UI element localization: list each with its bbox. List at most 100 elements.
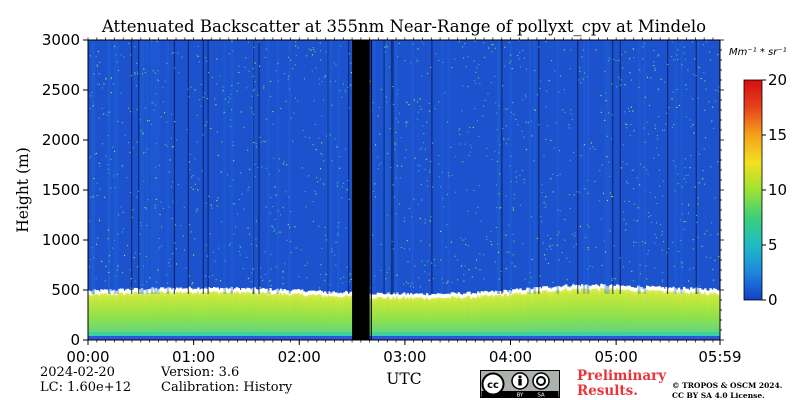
- noise-point: [228, 96, 230, 98]
- noise-point: [114, 186, 117, 189]
- layer-top-edge: [223, 288, 226, 293]
- aerosol-column: [545, 287, 549, 340]
- layer-top-edge: [466, 291, 469, 296]
- layer-top-edge: [457, 292, 461, 297]
- noise-point: [247, 189, 249, 191]
- layer-top-edge: [492, 292, 496, 297]
- noise-point: [544, 254, 546, 256]
- layer-top-edge: [190, 288, 193, 293]
- noise-point: [348, 53, 350, 55]
- noise-point: [560, 75, 562, 77]
- noise-point: [263, 85, 265, 87]
- layer-top-edge: [172, 287, 175, 292]
- layer-top-edge: [168, 287, 172, 292]
- noise-point: [170, 186, 172, 188]
- layer-top-edge: [348, 292, 351, 297]
- noise-point: [232, 203, 234, 205]
- noise-point: [438, 176, 440, 178]
- aerosol-column: [292, 290, 295, 340]
- noise-point: [545, 41, 547, 43]
- noise-point: [419, 165, 421, 167]
- layer-top-edge: [121, 288, 124, 293]
- noise-point: [171, 146, 174, 148]
- layer-top-edge: [301, 289, 304, 294]
- noise-point: [477, 77, 479, 79]
- noise-point: [655, 68, 657, 71]
- noise-point: [482, 115, 484, 117]
- noise-point: [96, 65, 99, 68]
- noise-point: [254, 176, 256, 178]
- layer-top-edge: [506, 292, 510, 297]
- profile-stripe: [207, 40, 209, 294]
- colorbar-unit: Mm⁻¹ * sr⁻¹: [729, 47, 787, 58]
- noise-point: [392, 103, 395, 105]
- noise-point: [233, 233, 235, 235]
- noise-point: [522, 169, 524, 171]
- noise-point: [277, 210, 279, 212]
- noise-point: [238, 65, 240, 67]
- noise-point: [459, 143, 461, 145]
- aerosol-column: [123, 291, 126, 340]
- noise-point: [662, 281, 664, 283]
- layer-top-edge: [501, 292, 505, 297]
- copyright-line-1: © TROPOS & OSCM 2024.: [672, 381, 783, 390]
- noise-point: [343, 182, 345, 184]
- noise-point: [90, 95, 92, 97]
- noise-point: [690, 154, 692, 156]
- layer-top-edge: [561, 286, 564, 291]
- noise-point: [635, 241, 637, 243]
- noise-point: [523, 136, 525, 138]
- layer-top-edge: [378, 292, 381, 297]
- profile-stripe: [150, 40, 154, 294]
- noise-point: [715, 89, 717, 91]
- noise-point: [694, 186, 696, 188]
- noise-point: [569, 261, 571, 263]
- layer-top-edge: [718, 290, 720, 295]
- aerosol-column: [283, 290, 286, 340]
- aerosol-column: [165, 289, 168, 340]
- noise-point: [630, 79, 633, 81]
- noise-point: [479, 269, 481, 271]
- noise-point: [105, 155, 107, 157]
- aerosol-column: [605, 287, 608, 340]
- noise-point: [440, 230, 442, 232]
- noise-point: [315, 67, 317, 69]
- noise-point: [109, 255, 111, 257]
- noise-point: [259, 286, 261, 289]
- noise-point: [645, 265, 647, 267]
- noise-point: [498, 193, 500, 195]
- noise-point: [430, 216, 432, 218]
- profile-stripe: [667, 40, 669, 294]
- aerosol-column: [492, 293, 496, 340]
- layer-top-edge: [605, 286, 608, 291]
- noise-point: [569, 207, 571, 210]
- noise-point: [391, 241, 393, 243]
- profile-stripe: [388, 40, 392, 294]
- noise-point: [554, 70, 556, 72]
- noise-point: [475, 71, 477, 73]
- noise-speckles: [88, 40, 720, 290]
- noise-point: [156, 40, 158, 42]
- layer-top-edge: [135, 288, 138, 293]
- aerosol-column: [661, 288, 665, 340]
- noise-point: [713, 279, 715, 281]
- profile-stripe: [604, 40, 607, 294]
- aerosol-column: [535, 288, 538, 340]
- noise-point: [147, 198, 149, 201]
- layer-top-edge: [404, 294, 408, 299]
- noise-point: [346, 189, 348, 191]
- noise-point: [108, 271, 110, 273]
- aerosol-column: [549, 288, 552, 340]
- noise-point: [196, 114, 198, 116]
- noise-point: [653, 65, 655, 67]
- aerosol-column: [274, 290, 277, 340]
- noise-point: [185, 267, 187, 269]
- noise-point: [89, 155, 92, 157]
- aerosol-column: [304, 293, 307, 340]
- noise-point: [620, 79, 622, 81]
- aerosol-column: [318, 291, 321, 340]
- noise-point: [687, 212, 689, 214]
- profile-stripe: [138, 40, 140, 294]
- noise-point: [445, 246, 447, 248]
